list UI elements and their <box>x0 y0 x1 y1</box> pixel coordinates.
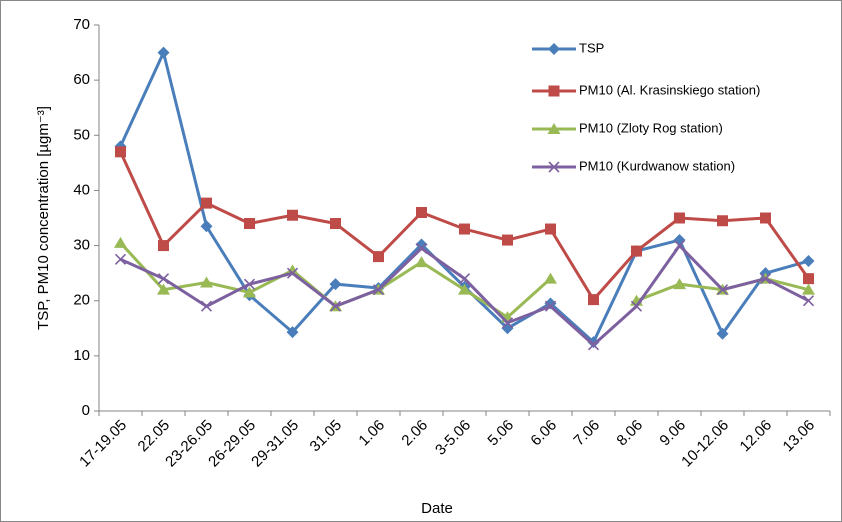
data-point <box>544 272 557 284</box>
data-point <box>803 273 814 285</box>
data-point <box>286 326 299 339</box>
data-point <box>674 212 685 224</box>
legend-label: PM10 (Zloty Rog station) <box>579 120 723 135</box>
data-point <box>717 215 728 227</box>
y-tick-label: 0 <box>82 402 90 419</box>
data-point <box>458 273 471 285</box>
y-tick-label: 40 <box>73 181 90 198</box>
data-point <box>115 146 126 158</box>
data-point <box>157 46 170 59</box>
data-point <box>458 283 471 295</box>
data-point <box>544 300 557 312</box>
data-point <box>114 253 127 265</box>
data-point <box>372 284 385 296</box>
data-point <box>587 339 600 351</box>
y-tick-label: 60 <box>73 71 90 88</box>
data-point <box>415 256 428 268</box>
data-point <box>201 197 212 209</box>
x-axis-label: Date <box>421 500 453 517</box>
data-point <box>716 327 729 340</box>
y-axis-label: TSP, PM10 concentration [µgm⁻³] <box>35 106 52 330</box>
data-point <box>329 300 342 312</box>
data-point <box>502 234 513 246</box>
data-point <box>243 286 256 298</box>
data-point <box>716 284 729 296</box>
data-point <box>416 206 427 218</box>
data-point <box>243 278 256 290</box>
data-point <box>587 336 600 349</box>
data-point <box>588 294 599 306</box>
data-point <box>157 283 170 295</box>
legend-marker <box>548 161 560 173</box>
legend-marker <box>548 85 560 97</box>
data-point <box>415 238 428 251</box>
data-point <box>200 276 213 288</box>
data-point <box>631 245 642 257</box>
data-point <box>287 209 298 221</box>
legend-label: PM10 (Al. Krasinskiego station) <box>579 82 760 97</box>
data-point <box>673 278 686 290</box>
data-point <box>501 317 514 329</box>
y-tick-label: 50 <box>73 126 90 143</box>
data-point <box>415 242 428 254</box>
data-point <box>373 251 384 263</box>
data-point <box>200 220 213 233</box>
data-point <box>244 218 255 230</box>
data-point <box>329 278 342 291</box>
data-point <box>759 273 772 285</box>
data-point <box>760 212 771 224</box>
data-point <box>459 223 470 235</box>
y-tick-label: 70 <box>73 16 90 33</box>
data-point <box>286 267 299 279</box>
legend-label: PM10 (Kurdwanow station) <box>579 158 735 173</box>
data-point <box>630 300 643 312</box>
data-point <box>545 223 556 235</box>
y-tick-label: 30 <box>73 237 90 254</box>
data-point <box>802 255 815 268</box>
data-point <box>157 273 170 285</box>
data-point <box>114 236 127 248</box>
legend-marker <box>547 123 561 134</box>
data-point <box>802 295 815 307</box>
data-point <box>158 240 169 252</box>
y-tick-label: 10 <box>73 347 90 364</box>
data-point <box>673 240 686 252</box>
data-point <box>200 300 213 312</box>
y-tick-label: 20 <box>73 292 90 309</box>
data-point <box>330 218 341 230</box>
legend-marker <box>548 43 560 55</box>
data-point <box>802 283 815 295</box>
legend-label: TSP <box>579 40 604 55</box>
